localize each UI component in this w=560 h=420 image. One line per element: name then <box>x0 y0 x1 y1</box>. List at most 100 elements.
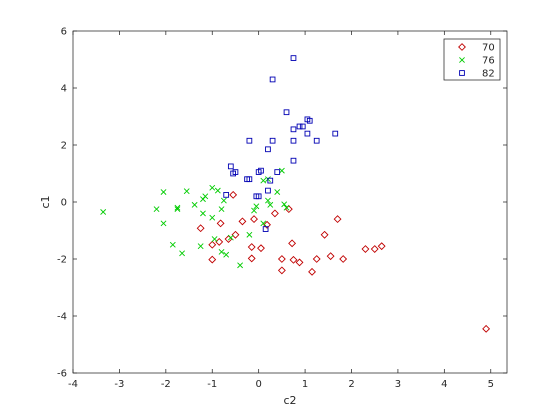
data-point <box>153 206 160 213</box>
data-point <box>269 76 276 83</box>
data-point <box>288 239 297 248</box>
data-point <box>218 248 225 255</box>
data-point <box>202 193 209 200</box>
y-axis-label: c1 <box>39 195 52 208</box>
data-point <box>277 255 286 263</box>
data-point <box>250 215 258 224</box>
data-point <box>306 117 313 124</box>
data-point <box>283 109 290 116</box>
data-point <box>227 163 234 170</box>
data-point <box>160 220 167 227</box>
data-point <box>304 130 311 137</box>
data-point <box>269 137 276 144</box>
data-point <box>263 220 271 229</box>
data-point <box>229 190 238 199</box>
data-point <box>274 189 281 195</box>
data-point <box>215 237 224 246</box>
data-point <box>200 210 206 217</box>
y-tick-label: 6 <box>61 27 67 38</box>
data-point <box>174 204 181 211</box>
data-point <box>333 215 342 224</box>
x-tick-label: 3 <box>395 379 401 390</box>
data-point <box>257 244 265 253</box>
y-tick-label: 4 <box>61 84 67 95</box>
legend-entry-label: 76 <box>482 56 495 67</box>
data-point <box>260 220 267 227</box>
data-point <box>208 240 217 249</box>
data-point <box>223 251 230 258</box>
legend-marker-82 <box>459 70 465 76</box>
series-76 <box>100 167 290 269</box>
data-point <box>169 241 176 248</box>
series-82 <box>223 55 339 232</box>
legend-entry-label: 70 <box>482 43 495 54</box>
x-tick-label: -2 <box>161 379 171 390</box>
data-point <box>227 234 234 241</box>
data-point <box>218 206 225 213</box>
data-point <box>246 137 253 144</box>
data-point <box>262 226 269 232</box>
data-point <box>100 209 107 215</box>
data-point <box>238 217 247 226</box>
data-point <box>237 262 244 269</box>
data-point <box>174 206 181 213</box>
data-point <box>283 204 290 211</box>
legend: 70 76 82 <box>443 38 501 81</box>
data-point <box>265 146 271 153</box>
data-point <box>339 255 348 263</box>
data-point <box>278 167 285 174</box>
data-point <box>267 201 274 208</box>
data-point <box>332 130 339 137</box>
x-axis-label: c2 <box>283 394 296 407</box>
data-point <box>308 267 316 276</box>
data-point <box>211 236 218 242</box>
legend-marker-70 <box>458 43 466 51</box>
data-point <box>258 167 264 174</box>
data-point <box>209 214 216 221</box>
x-tick-label: 0 <box>255 379 261 390</box>
x-tick-label: 4 <box>441 379 447 390</box>
data-point <box>232 169 239 175</box>
data-point <box>197 243 204 250</box>
data-point <box>179 250 185 257</box>
x-tick-label: -3 <box>114 379 124 390</box>
data-point <box>267 177 274 184</box>
data-point <box>253 203 260 210</box>
data-point <box>270 209 279 218</box>
data-point <box>312 255 321 263</box>
data-point <box>290 126 297 133</box>
data-point <box>216 219 225 228</box>
data-point <box>361 245 370 253</box>
plot-frame <box>72 30 508 374</box>
plot-area <box>72 30 508 374</box>
data-point <box>183 188 190 195</box>
legend-box <box>443 38 501 81</box>
data-point <box>265 197 271 204</box>
x-tick-label: 5 <box>488 379 494 390</box>
data-point <box>255 193 262 200</box>
data-point <box>482 324 491 333</box>
data-point <box>247 243 256 251</box>
data-point <box>208 255 217 264</box>
y-tick-label: -4 <box>57 312 67 323</box>
legend-entry-label: 82 <box>482 69 495 80</box>
data-point <box>290 55 297 61</box>
y-tick-label: -2 <box>57 255 67 266</box>
x-tick-label: 2 <box>348 379 354 390</box>
y-tick-label: 0 <box>61 198 67 209</box>
data-point <box>281 201 288 208</box>
data-point <box>247 254 256 263</box>
data-point <box>231 230 240 239</box>
x-tick-label: -4 <box>68 379 78 390</box>
data-point <box>246 231 253 238</box>
legend-marker-76 <box>459 57 465 63</box>
data-point <box>299 123 306 130</box>
data-point <box>289 255 298 264</box>
data-point <box>160 189 167 195</box>
data-point <box>251 207 257 214</box>
data-point <box>196 224 205 233</box>
data-point <box>191 201 198 208</box>
